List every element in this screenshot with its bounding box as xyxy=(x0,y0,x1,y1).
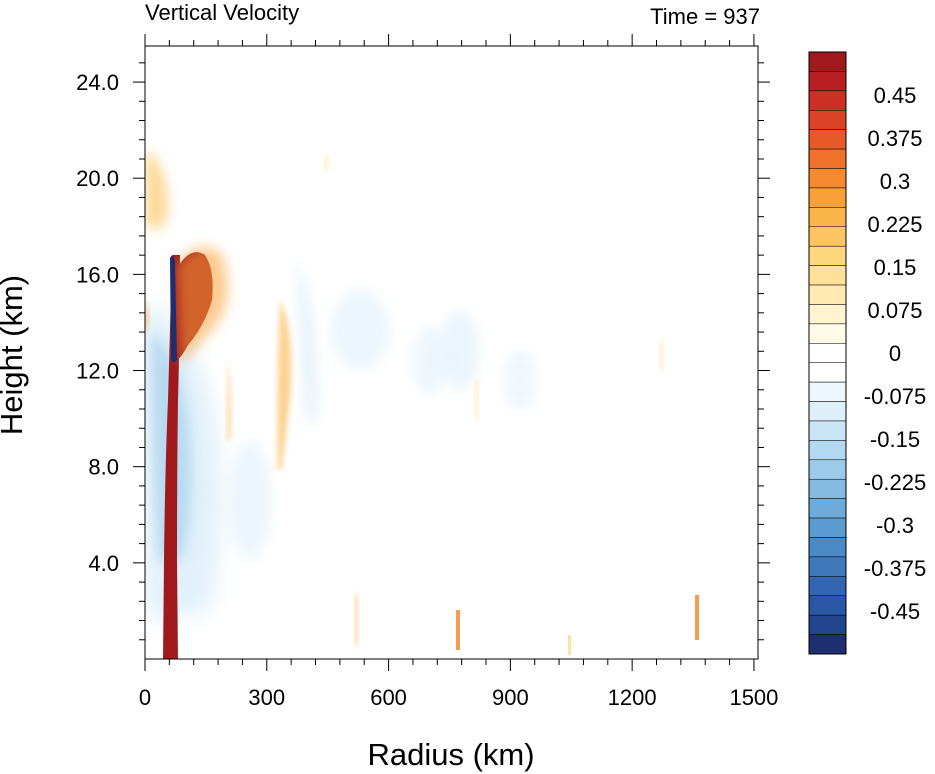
colorbar-segment xyxy=(808,265,847,286)
weak-downdraft-patch xyxy=(502,350,538,410)
weak-downdraft-patch xyxy=(412,325,448,395)
colorbar-label: -0.45 xyxy=(870,599,920,624)
y-tick-label: 20.0 xyxy=(76,166,119,191)
colorbar-segment xyxy=(808,304,847,325)
colorbar-segment xyxy=(808,614,847,635)
y-tick-label: 8.0 xyxy=(88,455,119,480)
colorbar-segment xyxy=(808,576,847,596)
x-tick-label: 0 xyxy=(139,685,151,710)
axis-ticks xyxy=(133,34,770,671)
colorbar-segment xyxy=(808,517,847,538)
weak-downdraft-patch xyxy=(440,310,480,390)
colorbar-segment xyxy=(808,459,847,480)
colorbar-segment xyxy=(808,634,847,655)
heatmap-field xyxy=(145,150,699,659)
y-axis-label: Height (km) xyxy=(0,275,29,435)
colorbar-segment xyxy=(808,226,847,247)
colorbar-segment xyxy=(808,168,847,189)
y-tick-label: 12.0 xyxy=(76,359,119,384)
colorbar-segment xyxy=(808,362,847,383)
colorbar-label: -0.3 xyxy=(876,513,914,538)
colorbar-segment xyxy=(808,498,847,519)
colorbar-segment xyxy=(808,323,847,344)
colorbar-label: 0.45 xyxy=(874,83,917,108)
colorbar-labels: 0.45 0.375 0.3 0.225 0.15 0.075 0 -0.075 -0.15 -0… xyxy=(864,83,926,624)
colorbar-label: 0.225 xyxy=(867,212,922,237)
eyewall-downdraft-core xyxy=(170,255,177,363)
x-tick-label: 900 xyxy=(492,685,529,710)
colorbar-label: -0.15 xyxy=(870,427,920,452)
colorbar-segment xyxy=(808,187,847,208)
colorbar-segment xyxy=(808,148,847,169)
colorbar-label: 0 xyxy=(889,341,901,366)
colorbar-segment xyxy=(808,110,847,130)
x-axis-label: Radius (km) xyxy=(367,737,534,772)
upper-updraft-left-edge xyxy=(145,300,149,330)
outflow-anvil-halo xyxy=(176,247,229,365)
colorbar xyxy=(808,51,847,655)
colorbar-segment xyxy=(808,284,847,305)
colorbar-label: 0.375 xyxy=(867,126,922,151)
low-level-updraft-streak xyxy=(475,380,478,420)
colorbar-label: -0.375 xyxy=(864,556,926,581)
colorbar-segment xyxy=(808,556,847,577)
x-tick-label: 600 xyxy=(370,685,407,710)
x-tick-label: 1500 xyxy=(729,685,778,710)
midlevel-updraft-streak xyxy=(227,360,232,440)
colorbar-segment xyxy=(808,537,847,558)
colorbar-frame xyxy=(808,51,847,655)
colorbar-label: -0.075 xyxy=(864,384,926,409)
tick-labels: 0 300 600 900 1200 1500 4.0 8.0 12.0 16.0 20.0 24.0 xyxy=(76,70,778,710)
colorbar-segment xyxy=(808,245,847,266)
colorbar-label: -0.225 xyxy=(864,470,926,495)
y-tick-label: 24.0 xyxy=(76,70,119,95)
x-tick-label: 1200 xyxy=(608,685,657,710)
colorbar-segment xyxy=(808,90,847,111)
y-tick-label: 16.0 xyxy=(76,262,119,287)
low-level-updraft-streak xyxy=(325,155,328,170)
colorbar-segment xyxy=(808,595,847,616)
colorbar-segment xyxy=(808,343,847,363)
chart-subtitle: Time = 937 xyxy=(650,4,760,29)
colorbar-segment xyxy=(808,401,847,422)
low-level-updraft-streak xyxy=(355,595,358,645)
colorbar-segment xyxy=(808,129,847,150)
chart-title: Vertical Velocity xyxy=(145,0,299,25)
colorbar-segment xyxy=(808,478,847,499)
low-level-updraft-streak xyxy=(695,595,699,640)
plot-frame xyxy=(144,45,759,660)
rainband-downdraft xyxy=(295,260,319,420)
colorbar-segment xyxy=(808,51,847,72)
low-level-updraft-streak xyxy=(660,340,663,370)
low-level-updraft-streak xyxy=(456,610,460,650)
colorbar-segment xyxy=(808,381,847,402)
weak-downdraft-patch xyxy=(330,290,390,370)
y-tick-label: 4.0 xyxy=(88,551,119,576)
colorbar-segment xyxy=(808,440,847,461)
rainband-updraft xyxy=(277,300,292,470)
colorbar-label: 0.075 xyxy=(867,298,922,323)
upper-updraft-near-center xyxy=(145,150,168,230)
colorbar-segment xyxy=(808,207,847,228)
colorbar-segment xyxy=(808,71,847,92)
colorbar-label: 0.15 xyxy=(874,255,917,280)
colorbar-segment xyxy=(808,420,847,441)
x-tick-label: 300 xyxy=(248,685,285,710)
colorbar-label: 0.3 xyxy=(880,169,911,194)
weak-downdraft-patch xyxy=(228,440,272,560)
low-level-updraft-streak xyxy=(568,635,571,655)
